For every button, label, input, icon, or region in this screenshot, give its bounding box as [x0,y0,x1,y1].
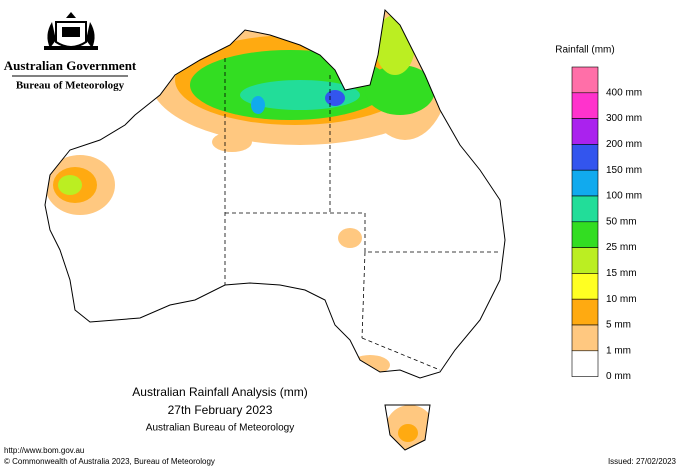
legend-label: 0 mm [606,371,631,382]
legend-swatch [571,169,599,197]
url: http://www.bom.gov.au [4,446,84,455]
legend-label: 50 mm [606,216,637,227]
legend-label: 200 mm [606,139,642,150]
legend-label: 10 mm [606,294,637,305]
legend-swatch [571,92,599,119]
agency: Bureau of Meteorology [16,80,125,92]
legend-title: Rainfall (mm) [555,45,614,56]
legend-label: 25 mm [606,242,637,253]
legend-swatch [571,195,599,223]
legend-swatch [571,144,599,171]
legend-swatch [571,247,599,274]
issued: Issued: 27/02/2023 [608,457,677,466]
legend-label: 300 mm [606,113,642,124]
legend-swatch [571,118,599,145]
legend: 400 mm 300 mm 200 mm 150 mm 100 mm 50 mm 25 mm… [571,66,642,382]
map-title: Australian Rainfall Analysis (mm) [132,385,307,399]
legend-swatch [571,324,599,352]
government: Australian Government [4,58,137,73]
legend-swatch [571,66,599,94]
legend-label: 400 mm [606,87,642,98]
legend-label: 100 mm [606,191,642,202]
legend-label: 150 mm [606,165,642,176]
legend-label: 5 mm [606,320,631,331]
copyright: © Commonwealth of Australia 2023, Bureau… [4,457,215,466]
map-source: Australian Bureau of Meteorology [146,423,294,434]
legend-swatch [571,273,599,300]
legend-swatch [571,221,599,248]
crest [44,12,98,50]
legend-swatch [571,350,599,377]
legend-swatch [571,298,599,326]
legend-label: 1 mm [606,345,631,356]
map-date: 27th February 2023 [168,403,273,417]
legend-label: 15 mm [606,268,637,279]
